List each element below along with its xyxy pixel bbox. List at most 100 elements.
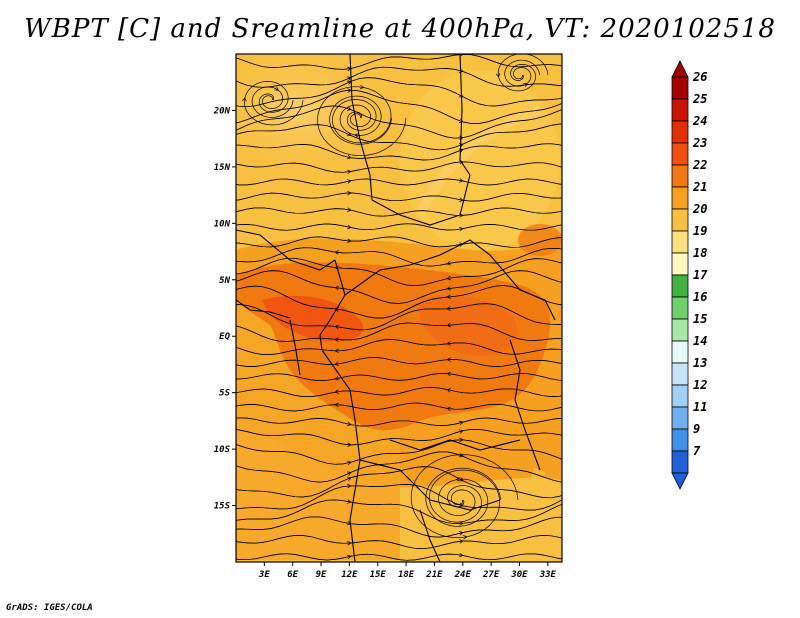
colorbar-segment	[671, 274, 689, 298]
map-title: WBPT [C] and Sreamline at 400hPa, VT: 20…	[24, 14, 776, 44]
streamline	[236, 451, 562, 483]
streamline	[244, 81, 304, 126]
streamline	[236, 417, 562, 427]
lat-tick-label: 10S	[214, 445, 231, 455]
colorbar-label: 17	[693, 268, 708, 282]
streamline-arrow	[459, 226, 464, 232]
colorbar-label: 15	[693, 312, 707, 326]
colorbar-segment	[671, 98, 689, 122]
streamline	[236, 386, 562, 397]
streamline	[236, 77, 562, 108]
colorbar-segment	[671, 296, 689, 320]
streamline-arrow	[459, 477, 464, 482]
streamline	[236, 429, 562, 446]
lat-tick-label: 15N	[214, 163, 231, 173]
colorbar-label: 24	[692, 114, 707, 128]
streamline	[236, 553, 562, 561]
streamline-arrow	[334, 361, 339, 367]
colorbar-segment	[671, 318, 689, 342]
streamline	[236, 303, 562, 331]
colorbar-label: 12	[693, 378, 707, 392]
lon-tick-label: 9E	[316, 570, 327, 580]
lat-tick-label: 10N	[214, 219, 231, 229]
country-borders	[236, 54, 556, 562]
streamline	[236, 322, 562, 342]
weather-map: 20N 15N 10N 5N EQ 5S 10S 15S 3E 6E 9E 12E 15E 18E 21E…	[213, 53, 708, 580]
streamline	[236, 236, 562, 248]
colorbar: 26 25 24 23 22 21 20 19 18 17 16 15 14 13 12 11 9 7	[671, 60, 708, 490]
colorbar-label: 23	[692, 136, 707, 150]
colorbar-top-arrow	[671, 60, 689, 78]
streamline	[251, 86, 294, 118]
streamline-arrow	[274, 86, 279, 91]
colorbar-label: 19	[693, 224, 707, 238]
streamline-arrow	[459, 429, 464, 434]
streamline-arrow	[334, 324, 339, 330]
colorbar-segment	[671, 450, 689, 474]
lon-tick-label: 24E	[454, 570, 472, 580]
lon-tick-label: 6E	[287, 570, 298, 580]
lat-tick-label: EQ	[219, 332, 230, 342]
streamline	[236, 535, 562, 550]
streamline	[236, 339, 562, 355]
streamline	[236, 178, 562, 186]
lon-tick-label: 21E	[425, 570, 443, 580]
colorbar-segment	[671, 340, 689, 364]
streamline	[236, 66, 562, 88]
colorbar-segment	[671, 208, 689, 232]
colorbar-label: 14	[693, 334, 707, 348]
streamline	[236, 499, 562, 525]
colorbar-bottom-arrow	[671, 472, 689, 490]
streamline-arrow	[523, 82, 528, 88]
streamline-arrow	[334, 337, 339, 342]
streamline	[236, 192, 562, 202]
streamline	[236, 484, 562, 511]
streamline	[236, 439, 562, 465]
colorbar-label: 9	[693, 422, 700, 436]
streamline-arrow	[359, 84, 365, 90]
lon-tick-label: 27E	[482, 570, 500, 580]
streamline	[236, 373, 562, 382]
lon-tick-label: 33E	[539, 570, 557, 580]
streamline	[236, 516, 562, 538]
lon-tick-label: 30E	[510, 570, 528, 580]
streamline	[236, 161, 562, 173]
streamline-arrow	[459, 531, 464, 536]
streamline-arrow	[354, 133, 359, 138]
colorbar-segment	[671, 362, 689, 386]
streamline	[236, 89, 562, 124]
streamline	[236, 54, 562, 70]
colorbar-segment	[671, 384, 689, 408]
streamline-arrow	[459, 197, 464, 202]
lon-tick-label: 15E	[370, 570, 387, 580]
streamline-arrow	[462, 534, 468, 540]
streamline	[236, 285, 562, 319]
streamline	[236, 223, 562, 231]
streamline-arrow	[495, 72, 501, 78]
streamline	[329, 95, 392, 145]
colorbar-label: 26	[692, 70, 707, 84]
grads-credit: GrADS: IGES/COLA	[6, 603, 93, 613]
streamline	[236, 105, 562, 139]
streamline-arrow	[455, 477, 461, 482]
streamline-arrow	[459, 539, 464, 544]
streamline-arrow	[334, 389, 339, 394]
streamline-arrow	[242, 97, 247, 102]
colorbar-label: 21	[692, 180, 707, 194]
streamline-arrow	[334, 376, 339, 381]
streamline-arrow	[459, 420, 464, 426]
streamline	[236, 247, 562, 267]
colorbar-label: 11	[693, 400, 707, 414]
colorbar-segment	[671, 230, 689, 254]
longitude-axis: 3E 6E 9E 12E 15E 18E 21E 24E 27E 30E 33E	[258, 562, 557, 580]
colorbar-label: 25	[692, 92, 707, 106]
streamline	[236, 270, 562, 304]
latitude-axis: 20N 15N 10N 5N EQ 5S 10S 15S	[213, 106, 236, 512]
lon-tick-label: 3E	[258, 570, 270, 580]
streamline	[317, 86, 407, 156]
streamline-arrow	[459, 178, 464, 183]
colorbar-label: 20	[692, 202, 707, 216]
streamline	[236, 257, 562, 287]
colorbar-label: 16	[693, 290, 707, 304]
colorbar-segment	[671, 164, 689, 188]
